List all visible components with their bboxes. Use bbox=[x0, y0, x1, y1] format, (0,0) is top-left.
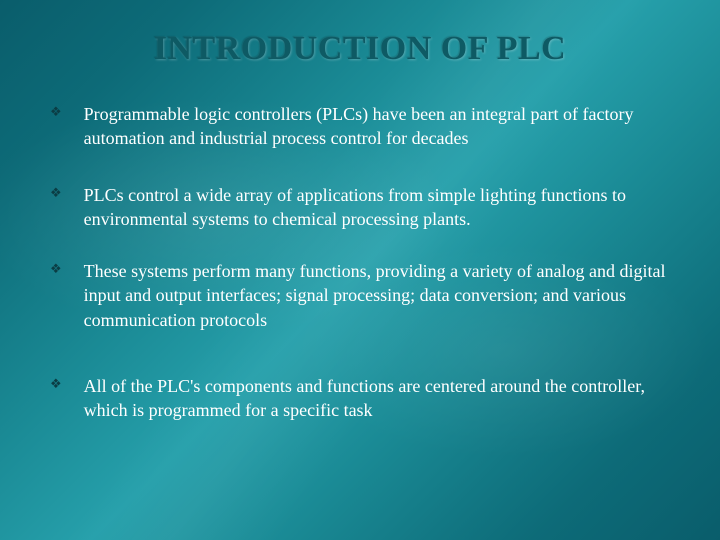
diamond-bullet-icon: ❖ bbox=[50, 262, 62, 275]
bullet-text: All of the PLC's components and function… bbox=[84, 374, 670, 423]
diamond-bullet-icon: ❖ bbox=[50, 105, 62, 118]
bullet-text: Programmable logic controllers (PLCs) ha… bbox=[84, 102, 670, 151]
bullet-text: These systems perform many functions, pr… bbox=[84, 259, 670, 332]
slide-title: INTRODUCTION OF PLC bbox=[50, 30, 670, 68]
bullet-list: ❖ Programmable logic controllers (PLCs) … bbox=[50, 102, 670, 423]
list-item: ❖ These systems perform many functions, … bbox=[50, 259, 670, 332]
list-item: ❖ PLCs control a wide array of applicati… bbox=[50, 183, 670, 232]
list-item: ❖ Programmable logic controllers (PLCs) … bbox=[50, 102, 670, 151]
slide: INTRODUCTION OF PLC ❖ Programmable logic… bbox=[0, 0, 720, 540]
diamond-bullet-icon: ❖ bbox=[50, 186, 62, 199]
bullet-text: PLCs control a wide array of application… bbox=[84, 183, 670, 232]
list-item: ❖ All of the PLC's components and functi… bbox=[50, 374, 670, 423]
diamond-bullet-icon: ❖ bbox=[50, 377, 62, 390]
